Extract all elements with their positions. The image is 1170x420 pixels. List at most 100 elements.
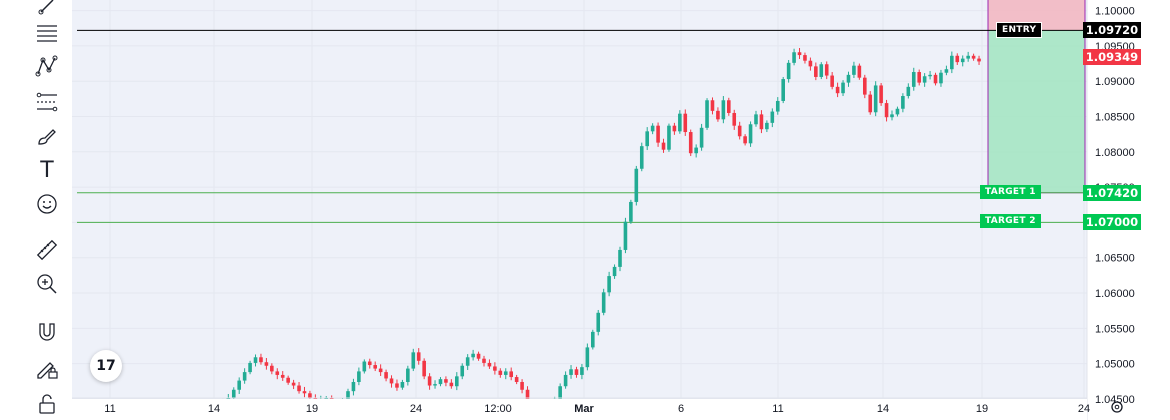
candle-body xyxy=(933,74,938,84)
horizontal-lines-tool[interactable] xyxy=(29,16,65,48)
target-2-price-tag: 1.07000 xyxy=(1083,214,1141,231)
candle-body xyxy=(563,374,568,387)
candle-body xyxy=(487,362,492,367)
candle-body xyxy=(906,86,911,97)
candle-body xyxy=(237,380,241,390)
smile-icon xyxy=(37,194,57,214)
candle-body xyxy=(264,362,269,366)
x-tick-label: 24 xyxy=(1078,403,1090,415)
candle-body xyxy=(895,108,900,115)
lock-icon xyxy=(39,394,55,414)
candle-body xyxy=(971,55,976,59)
zoom-tool[interactable] xyxy=(29,268,65,300)
candle-body xyxy=(944,69,949,73)
candle-body xyxy=(890,114,894,118)
emoji-tool[interactable] xyxy=(29,188,65,220)
text-tool[interactable]: T xyxy=(29,154,65,186)
candle-body xyxy=(688,132,693,154)
lock-tool[interactable] xyxy=(29,388,65,420)
x-tick-label: 11 xyxy=(104,403,115,415)
candle-body xyxy=(661,142,666,150)
lock-drawing-tool[interactable] xyxy=(29,352,65,384)
candle-body xyxy=(574,369,579,375)
candle-body xyxy=(465,357,470,366)
x-tick-label: 19 xyxy=(306,403,318,415)
candle-body xyxy=(797,52,802,56)
candle-body xyxy=(846,74,851,83)
y-tick-label: 1.05000 xyxy=(1095,359,1135,371)
x-tick-label: 14 xyxy=(877,403,889,415)
candle-body xyxy=(433,384,437,386)
candle-body xyxy=(612,266,617,277)
candle-body xyxy=(852,65,856,75)
target-1-price-tag: 1.07420 xyxy=(1083,184,1141,201)
candle-body xyxy=(917,72,921,83)
y-tick-label: 1.08500 xyxy=(1095,112,1135,124)
candle-body xyxy=(357,371,361,382)
candle-body xyxy=(830,75,834,87)
candle-body xyxy=(639,146,644,169)
candle-body xyxy=(471,353,475,358)
candle-body xyxy=(748,124,753,144)
candle-body xyxy=(395,383,399,388)
candle-body xyxy=(607,276,611,293)
candle-body xyxy=(580,367,584,375)
price-axis-background xyxy=(1087,0,1170,420)
candle-body xyxy=(732,112,737,126)
candle-body xyxy=(280,374,285,378)
candle-body xyxy=(645,131,649,147)
candle-body xyxy=(248,362,252,373)
x-tick-label: Mar xyxy=(574,403,594,415)
candle-body xyxy=(444,379,448,383)
candle-body xyxy=(253,357,258,363)
y-tick-label: 1.10000 xyxy=(1095,6,1135,18)
candle-body xyxy=(939,72,943,84)
trendline-tool[interactable] xyxy=(29,0,65,22)
entry-price-tag: 1.09720 xyxy=(1083,22,1141,39)
y-tick-label: 1.08000 xyxy=(1095,147,1135,159)
y-tick-label: 1.06500 xyxy=(1095,253,1135,265)
entry-label: ENTRY xyxy=(996,22,1043,39)
candle-body xyxy=(868,94,873,113)
fib-tool[interactable] xyxy=(29,86,65,118)
x-tick-label: 14 xyxy=(208,403,220,415)
candle-body xyxy=(362,361,367,372)
chart-area[interactable]: 1.100001.095001.090001.085001.080001.075… xyxy=(72,0,1170,420)
ruler-icon xyxy=(36,239,58,261)
brush-tool[interactable] xyxy=(29,120,65,152)
candle-body xyxy=(884,103,889,118)
candle-body xyxy=(792,52,796,63)
zoom-in-icon xyxy=(37,274,57,294)
y-tick-label: 1.04500 xyxy=(1095,394,1135,406)
candle-body xyxy=(509,371,513,378)
candle-body xyxy=(857,65,862,78)
candle-body xyxy=(721,100,726,120)
candle-body xyxy=(879,85,883,104)
candle-body xyxy=(716,110,720,120)
candle-body xyxy=(694,147,698,154)
candle-body xyxy=(629,201,633,222)
candle-body xyxy=(378,368,383,373)
candle-body xyxy=(455,376,459,387)
candle-body xyxy=(460,365,465,377)
price-chart[interactable]: 1.100001.095001.090001.085001.080001.075… xyxy=(72,0,1170,420)
y-tick-label: 1.09000 xyxy=(1095,76,1135,88)
candle-body xyxy=(520,381,524,390)
candle-body xyxy=(449,382,454,387)
tradingview-logo[interactable]: 17 xyxy=(90,350,122,382)
candle-body xyxy=(678,113,682,132)
magnet-tool[interactable] xyxy=(29,316,65,348)
candle-body xyxy=(406,368,410,382)
ruler-tool[interactable] xyxy=(29,234,65,266)
candle-body xyxy=(705,100,709,128)
fib-icon xyxy=(36,92,58,112)
pattern-icon xyxy=(35,55,58,77)
candle-body xyxy=(759,114,764,130)
lines-icon xyxy=(37,25,57,42)
candle-body xyxy=(841,82,845,94)
candle-body xyxy=(389,378,394,384)
pattern-tool[interactable] xyxy=(29,50,65,82)
logo-text: 17 xyxy=(96,358,116,374)
candle-body xyxy=(803,55,807,61)
candle-body xyxy=(308,393,312,398)
